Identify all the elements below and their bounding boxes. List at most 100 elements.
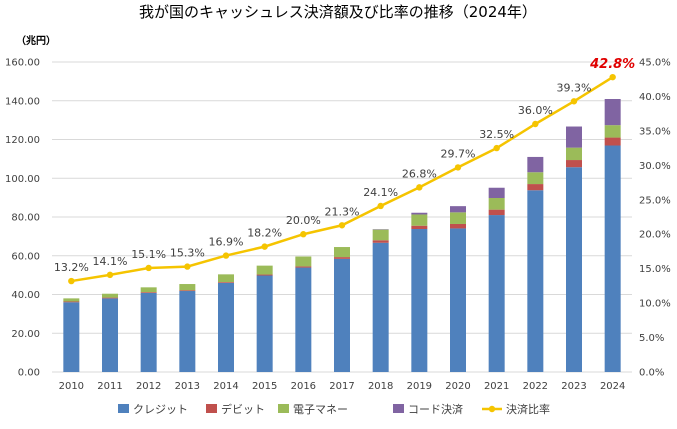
ratio-data-label: 20.0% bbox=[286, 214, 321, 227]
ratio-point bbox=[145, 264, 152, 272]
y-tick-label: 80.00 bbox=[11, 213, 40, 224]
ratio-data-label: 42.8% bbox=[589, 57, 635, 72]
bar-segment bbox=[488, 209, 505, 216]
x-tick-label: 2023 bbox=[561, 381, 586, 392]
y-tick-label: 140.00 bbox=[5, 96, 40, 107]
bar-segment bbox=[450, 228, 466, 372]
bar-segment bbox=[411, 214, 428, 226]
y2-tick-label: 40.0% bbox=[639, 92, 671, 103]
ratio-point bbox=[222, 252, 230, 259]
bar-segment bbox=[411, 229, 428, 372]
x-tick-label: 2012 bbox=[136, 381, 161, 392]
legend-swatch-marker bbox=[488, 405, 496, 413]
legend: クレジット デビット 電子マネー コード決済 決済比率 bbox=[118, 402, 550, 416]
ratio-data-label: 14.1% bbox=[93, 255, 128, 268]
y2-tick-label: 10.0% bbox=[639, 299, 671, 310]
ratio-point bbox=[377, 202, 384, 210]
bar-segment bbox=[372, 242, 389, 372]
bar-segment bbox=[604, 99, 621, 126]
ratio-line: 13.2% 14.1%15.1% 15.3% 16.9%18.2% 20.0% 21.3%… bbox=[54, 57, 635, 285]
bar-segment bbox=[256, 265, 273, 275]
ratio-data-label: 39.3% bbox=[557, 81, 592, 94]
bar-segment bbox=[218, 282, 234, 372]
y2-tick-label: 5.0% bbox=[639, 333, 664, 344]
y-tick-label: 20.00 bbox=[11, 329, 40, 340]
bar-segment bbox=[527, 190, 544, 372]
x-tick-label: 2021 bbox=[484, 381, 509, 392]
ratio-point bbox=[261, 243, 268, 250]
x-tick-label: 2013 bbox=[175, 381, 200, 392]
ratio-data-label: 15.3% bbox=[170, 247, 205, 260]
bar-segment bbox=[334, 257, 350, 259]
x-axis: 2010 2011 2012 2013 2014 2015 2016 2017 2018 2019… bbox=[59, 381, 626, 392]
legend-swatch bbox=[118, 404, 129, 413]
bar-segment bbox=[604, 125, 621, 138]
y2-tick-label: 25.0% bbox=[639, 195, 671, 206]
ratio-point bbox=[338, 222, 346, 229]
bar-segment bbox=[295, 267, 312, 372]
bar-segment bbox=[218, 274, 234, 283]
y-axis-right: 0.0% 5.0% 10.0% 15.0% 20.0% 25.0% 30.0% 35.0% 40… bbox=[639, 58, 671, 379]
bar-segment bbox=[372, 229, 389, 241]
x-tick-label: 2022 bbox=[523, 381, 548, 392]
ratio-point bbox=[454, 164, 462, 171]
ratio-point bbox=[570, 98, 578, 105]
bar-segment bbox=[566, 167, 582, 372]
x-tick-label: 2020 bbox=[445, 381, 470, 392]
ratio-data-label: 21.3% bbox=[325, 205, 360, 218]
x-tick-label: 2015 bbox=[252, 381, 277, 392]
bar-segment bbox=[102, 297, 118, 299]
bar-segment bbox=[334, 247, 350, 258]
bar-segment bbox=[604, 145, 621, 372]
ratio-data-label: 15.1% bbox=[131, 248, 166, 261]
ratio-point bbox=[106, 271, 114, 279]
ratio-point bbox=[532, 120, 539, 128]
bar-segment bbox=[140, 292, 157, 372]
bar-segment bbox=[218, 282, 234, 283]
bar-segment bbox=[488, 187, 505, 199]
ratio-point bbox=[493, 144, 500, 152]
bar-segment bbox=[527, 184, 544, 191]
y2-tick-label: 15.0% bbox=[639, 264, 671, 275]
bar-segment bbox=[295, 266, 312, 268]
stacked-bars bbox=[63, 99, 621, 372]
y-tick-label: 160.00 bbox=[5, 58, 40, 69]
bar-segment bbox=[604, 137, 621, 146]
ratio-point bbox=[184, 263, 191, 270]
x-tick-label: 2014 bbox=[213, 381, 238, 392]
x-tick-label: 2018 bbox=[368, 381, 393, 392]
ratio-data-label: 13.2% bbox=[54, 261, 89, 274]
legend-label: コード決済 bbox=[408, 402, 463, 416]
x-tick-label: 2016 bbox=[291, 381, 316, 392]
y2-tick-label: 45.0% bbox=[639, 58, 671, 69]
bar-segment bbox=[102, 298, 118, 372]
bar-segment bbox=[140, 287, 157, 293]
legend-label: 決済比率 bbox=[506, 402, 550, 416]
bar-segment bbox=[566, 147, 582, 161]
bar-segment bbox=[527, 156, 544, 173]
bar-segment bbox=[450, 223, 466, 229]
ratio-data-label: 29.7% bbox=[441, 147, 476, 160]
bar-segment bbox=[372, 240, 389, 243]
bar-segment bbox=[140, 292, 157, 293]
bar-segment bbox=[256, 274, 273, 276]
ratio-point bbox=[416, 184, 423, 191]
y-tick-label: 40.00 bbox=[11, 290, 40, 301]
bar-segment bbox=[450, 206, 466, 213]
bar-segment bbox=[179, 284, 196, 291]
y-tick-label: 120.00 bbox=[5, 135, 40, 146]
bar-segment bbox=[179, 290, 196, 292]
x-tick-label: 2019 bbox=[407, 381, 432, 392]
bar-segment bbox=[450, 212, 466, 224]
ratio-data-label: 26.8% bbox=[402, 167, 437, 180]
bar-segment bbox=[256, 275, 273, 372]
bar-segment bbox=[102, 293, 118, 298]
y-unit-label: （兆円） bbox=[16, 34, 56, 47]
bar-segment bbox=[295, 256, 312, 267]
y-tick-label: 100.00 bbox=[5, 174, 40, 185]
x-tick-label: 2011 bbox=[97, 381, 122, 392]
bar-segment bbox=[566, 160, 582, 168]
bar-segment bbox=[411, 225, 428, 230]
y2-tick-label: 35.0% bbox=[639, 126, 671, 137]
